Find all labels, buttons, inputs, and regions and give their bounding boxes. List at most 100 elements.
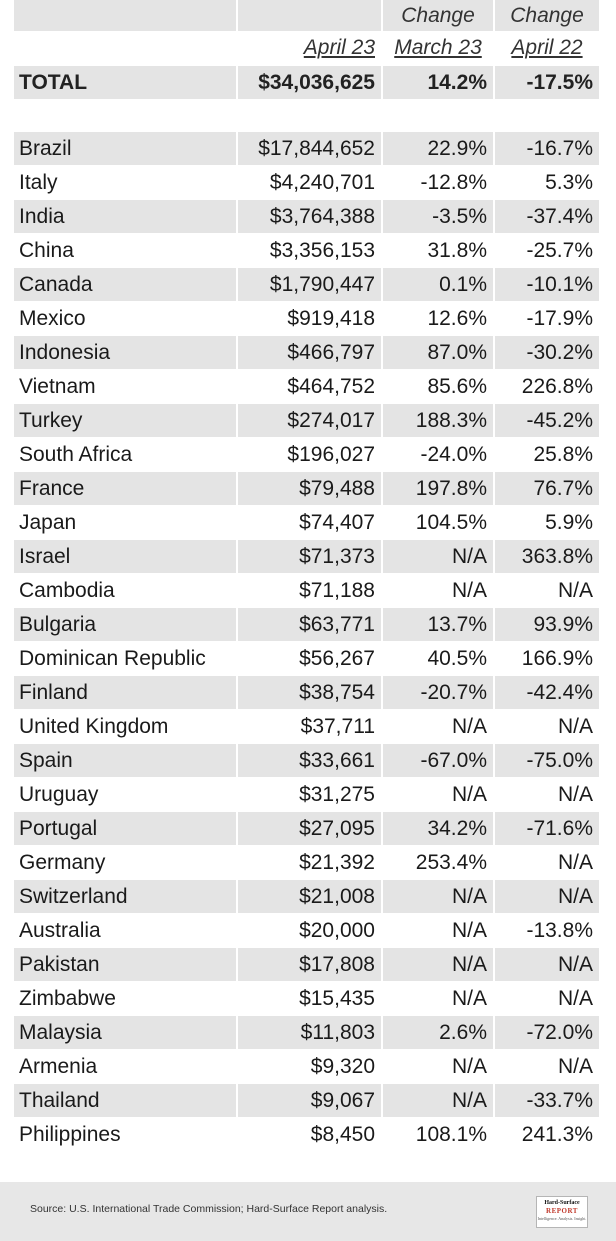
logo-line-2: REPORT [546, 1207, 578, 1215]
change-march-cell: -20.7% [383, 676, 495, 709]
table-row: Portugal $27,095 34.2% -71.6% [14, 812, 599, 846]
change-march-cell: 22.9% [383, 132, 495, 165]
change-march-cell: 13.7% [383, 608, 495, 641]
country-cell: Israel [14, 540, 238, 573]
change-april-cell: N/A [557, 579, 593, 602]
total-label: TOTAL [14, 66, 238, 99]
source-note: Source: U.S. International Trade Commiss… [30, 1203, 388, 1215]
header-change-march: Change [383, 0, 495, 31]
change-march-cell: N/A [383, 1084, 495, 1117]
table-row: Bulgaria $63,771 13.7% 93.9% [14, 608, 599, 642]
change-april-cell: 25.8% [533, 443, 593, 466]
hard-surface-report-logo: Hard-Surface REPORT Intelligence. Analys… [536, 1196, 588, 1228]
change-march-cell: 197.8% [383, 472, 495, 505]
value-cell: $37,711 [238, 710, 383, 743]
country-cell: Malaysia [14, 1016, 238, 1049]
change-april-cell: N/A [495, 880, 599, 913]
value-cell: $464,752 [238, 370, 383, 403]
total-change-april: -17.5% [495, 66, 599, 99]
change-march-cell: N/A [383, 710, 495, 743]
value-cell: $3,356,153 [238, 234, 383, 267]
logo-line-3: Intelligence. Analysis. Insight. [537, 1216, 587, 1221]
table-row: Zimbabwe $15,435 N/A N/A [14, 982, 599, 1016]
value-cell: $56,267 [238, 642, 383, 675]
table-row: Japan $74,407 104.5% 5.9% [14, 506, 599, 540]
country-cell: Uruguay [14, 778, 238, 811]
table-row: Uruguay $31,275 N/A N/A [14, 778, 599, 812]
table-row: Cambodia $71,188 N/A N/A [14, 574, 599, 608]
country-cell: China [14, 234, 238, 267]
country-cell: France [14, 472, 238, 505]
table-row: India $3,764,388 -3.5% -37.4% [14, 200, 599, 234]
table-row: Dominican Republic $56,267 40.5% 166.9% [14, 642, 599, 676]
value-cell: $1,790,447 [238, 268, 383, 301]
change-march-cell: 188.3% [383, 404, 495, 437]
header-period-march: March 23 [383, 32, 495, 65]
value-cell: $274,017 [238, 404, 383, 437]
change-april-cell: 166.9% [521, 647, 593, 670]
value-cell: $27,095 [238, 812, 383, 845]
change-march-cell: 87.0% [383, 336, 495, 369]
header-blank-country [14, 0, 238, 31]
table-row: Vietnam $464,752 85.6% 226.8% [14, 370, 599, 404]
country-cell: Italy [14, 166, 238, 199]
change-april-cell: N/A [557, 851, 593, 874]
table-row: Germany $21,392 253.4% N/A [14, 846, 599, 880]
import-table: Change Change April 23 March 23 April 22… [14, 0, 599, 1152]
country-cell: Japan [14, 506, 238, 539]
country-cell: Dominican Republic [14, 642, 238, 675]
value-cell: $71,188 [238, 574, 383, 607]
country-cell: Bulgaria [14, 608, 238, 641]
change-april-cell: -33.7% [495, 1084, 599, 1117]
header-row-change: Change Change [14, 0, 599, 32]
country-cell: Spain [14, 744, 238, 777]
header-blank-value [238, 0, 383, 31]
change-march-cell: 0.1% [383, 268, 495, 301]
value-cell: $79,488 [238, 472, 383, 505]
country-cell: Thailand [14, 1084, 238, 1117]
change-april-cell: N/A [495, 948, 599, 981]
total-change-march: 14.2% [383, 66, 495, 99]
change-march-cell: 253.4% [383, 846, 495, 879]
table-row: China $3,356,153 31.8% -25.7% [14, 234, 599, 268]
country-cell: Australia [14, 914, 238, 947]
change-march-cell: 108.1% [383, 1118, 495, 1151]
value-cell: $4,240,701 [238, 166, 383, 199]
change-march-cell: 12.6% [383, 302, 495, 335]
total-row: TOTAL $34,036,625 14.2% -17.5% [14, 66, 599, 100]
country-cell: Cambodia [14, 574, 238, 607]
value-cell: $33,661 [238, 744, 383, 777]
value-cell: $63,771 [238, 608, 383, 641]
change-march-cell: N/A [383, 982, 495, 1015]
change-april-cell: -37.4% [495, 200, 599, 233]
table-row: Switzerland $21,008 N/A N/A [14, 880, 599, 914]
change-march-cell: 40.5% [383, 642, 495, 675]
table-row: Finland $38,754 -20.7% -42.4% [14, 676, 599, 710]
header-period-april: April 22 [511, 36, 583, 59]
change-april-cell: -75.0% [495, 744, 599, 777]
total-value: $34,036,625 [238, 66, 383, 99]
footer: Source: U.S. International Trade Commiss… [0, 1182, 616, 1241]
table-row: United Kingdom $37,711 N/A N/A [14, 710, 599, 744]
table-row: Brazil $17,844,652 22.9% -16.7% [14, 132, 599, 166]
table-row: Malaysia $11,803 2.6% -72.0% [14, 1016, 599, 1050]
change-april-cell: N/A [557, 715, 593, 738]
change-march-cell: N/A [383, 914, 495, 947]
country-cell: Canada [14, 268, 238, 301]
value-cell: $3,764,388 [238, 200, 383, 233]
change-april-cell: 363.8% [495, 540, 599, 573]
change-march-cell: 85.6% [383, 370, 495, 403]
table-row: Israel $71,373 N/A 363.8% [14, 540, 599, 574]
change-march-cell: 31.8% [383, 234, 495, 267]
table-row: Philippines $8,450 108.1% 241.3% [14, 1118, 599, 1152]
change-april-cell: -72.0% [495, 1016, 599, 1049]
change-april-cell: 5.3% [545, 171, 593, 194]
change-april-cell: 5.9% [545, 511, 593, 534]
change-april-cell: 93.9% [495, 608, 599, 641]
value-cell: $74,407 [238, 506, 383, 539]
table-row: Australia $20,000 N/A -13.8% [14, 914, 599, 948]
spacer-row [14, 100, 599, 132]
change-march-cell: N/A [383, 574, 495, 607]
country-cell: India [14, 200, 238, 233]
table-row: Pakistan $17,808 N/A N/A [14, 948, 599, 982]
